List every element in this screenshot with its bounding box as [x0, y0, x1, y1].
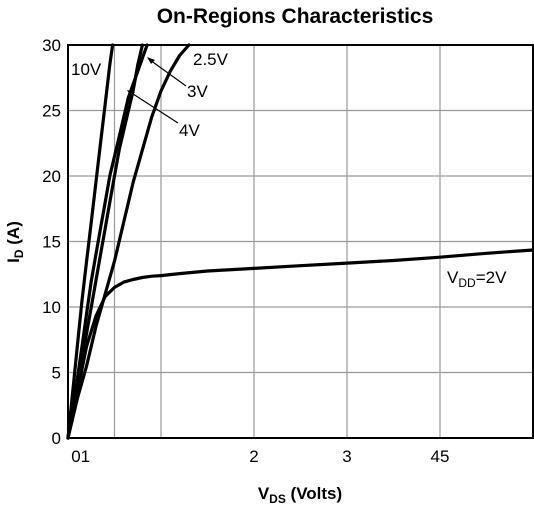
series-line-3v	[66, 43, 149, 440]
y-tick-label-15: 15	[42, 233, 61, 252]
x-axis-label-main: V	[258, 484, 270, 503]
annotation-10v: 10V	[71, 60, 102, 79]
annotation-vdd-2v: VDD=2V	[447, 268, 507, 290]
leader-arrow-4v	[127, 90, 135, 97]
series-line-2-5v	[66, 43, 191, 440]
y-tick-label-10: 10	[42, 298, 61, 317]
leader-line-3v	[149, 59, 187, 87]
x-axis-label-sub: DS	[269, 492, 286, 506]
annotation-vdd-sub: DD	[458, 276, 476, 290]
x-tick-label-45: 45	[431, 447, 450, 466]
grid-lines	[68, 45, 533, 438]
y-tick-label-0: 0	[52, 429, 61, 448]
series-line-vdd-2v	[66, 248, 534, 440]
leader-line-4v	[129, 91, 179, 124]
x-tick-label-01: 01	[71, 447, 90, 466]
y-axis-label-unit: (A)	[4, 221, 23, 249]
y-axis-ticks: 0 5 10 15 20 25 30	[42, 36, 61, 448]
x-axis-label: VDS (Volts)	[258, 484, 342, 506]
y-axis-label: ID (A)	[4, 221, 26, 263]
x-tick-label-2: 2	[249, 447, 258, 466]
annotation-4v: 4V	[179, 121, 200, 140]
annotation-vdd-rest: =2V	[476, 268, 507, 287]
x-axis-ticks: 01 2 3 45	[71, 447, 449, 466]
leader-arrow-3v	[147, 57, 155, 64]
y-tick-label-25: 25	[42, 102, 61, 121]
plot-frame	[67, 44, 534, 439]
series-lines	[66, 43, 534, 440]
annotation-3v: 3V	[187, 82, 208, 101]
annotation-2-5v: 2.5V	[193, 50, 229, 69]
annotations: 10V 2.5V 3V 4V VDD=2V	[71, 50, 507, 290]
annotation-vdd-main: V	[447, 268, 459, 287]
y-axis-label-sub: D	[12, 249, 26, 258]
y-tick-label-20: 20	[42, 167, 61, 186]
x-tick-label-3: 3	[342, 447, 351, 466]
x-axis-label-unit: (Volts)	[286, 484, 342, 503]
y-axis-label-main: I	[4, 258, 23, 263]
series-line-10v	[66, 43, 115, 440]
y-tick-label-5: 5	[52, 364, 61, 383]
y-tick-label-30: 30	[42, 36, 61, 55]
chart-title: On-Regions Characteristics	[157, 5, 434, 28]
